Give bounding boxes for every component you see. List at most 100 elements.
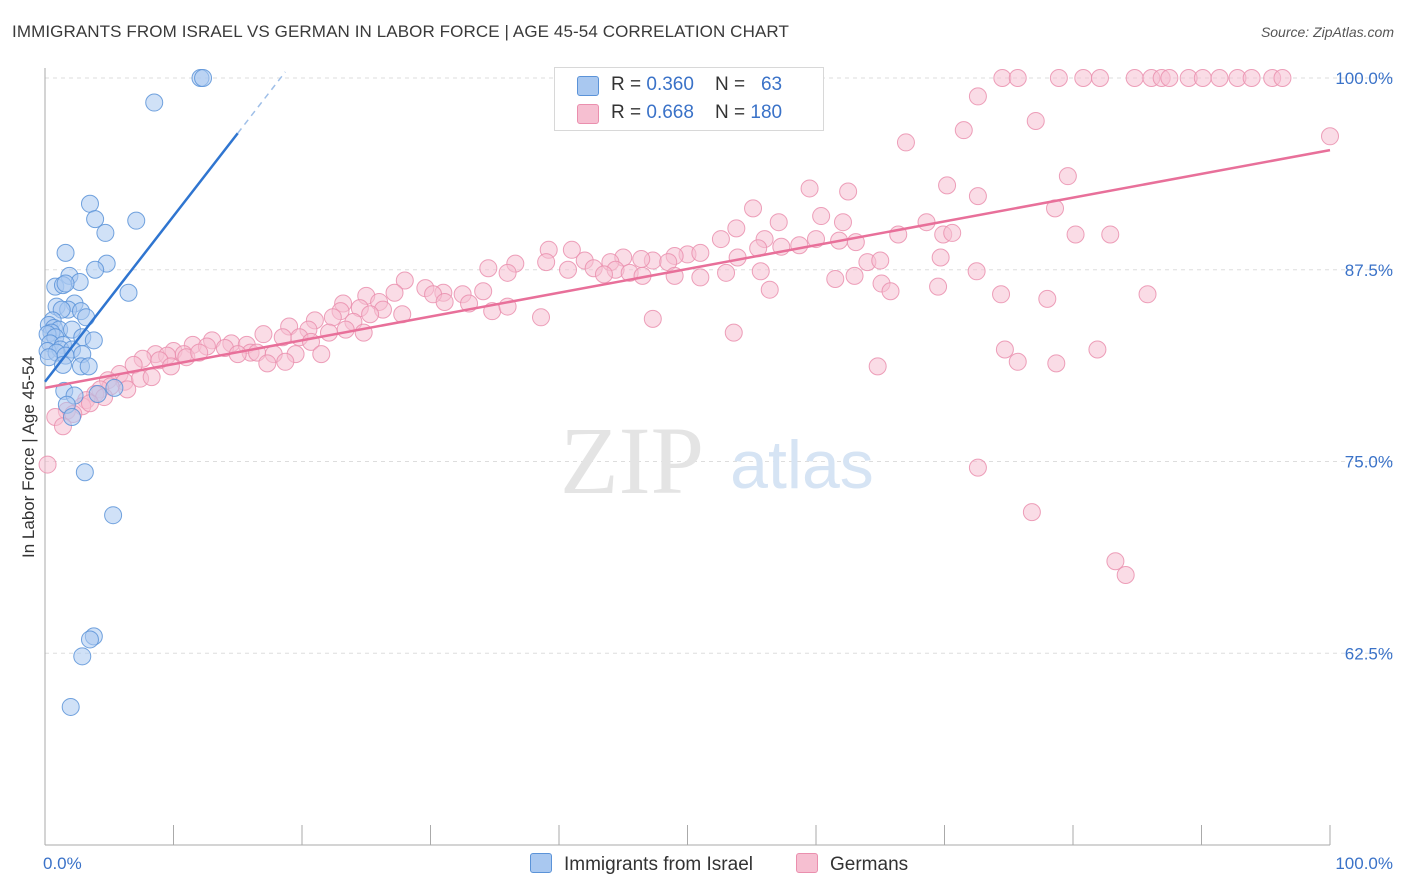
germans-point bbox=[594, 265, 613, 284]
germans-point bbox=[1074, 69, 1093, 87]
x-ticks bbox=[173, 825, 1331, 845]
germans-point bbox=[826, 269, 845, 288]
israel-point bbox=[53, 355, 72, 374]
germans-point bbox=[938, 176, 957, 195]
israel-point bbox=[73, 647, 92, 666]
gridlines bbox=[45, 77, 1395, 654]
germans-point bbox=[38, 455, 57, 474]
germans-point bbox=[385, 283, 404, 302]
germans-point bbox=[1026, 111, 1045, 130]
germans-point bbox=[1008, 352, 1027, 371]
germans-point bbox=[1038, 289, 1057, 308]
germans-point bbox=[323, 308, 342, 327]
legend-r-label: R = bbox=[611, 74, 647, 95]
germans-point bbox=[1066, 225, 1085, 244]
israel-point bbox=[80, 630, 99, 649]
germans-point bbox=[931, 248, 950, 267]
germans-point bbox=[691, 268, 710, 287]
germans-point bbox=[558, 260, 577, 279]
israel-point bbox=[62, 408, 81, 427]
germans-point bbox=[968, 87, 987, 106]
stats-legend: R = 0.360 N = 63 R = 0.668 N = 180 bbox=[554, 67, 824, 131]
israel-point bbox=[119, 283, 138, 302]
bottom-legend-israel: Immigrants from Israel bbox=[530, 853, 753, 876]
bottom-legend-label-israel: Immigrants from Israel bbox=[564, 854, 753, 875]
germans-point bbox=[1160, 69, 1179, 87]
israel-point bbox=[86, 210, 105, 229]
germans-point bbox=[498, 263, 517, 282]
bottom-legend-label-germans: Germans bbox=[830, 854, 909, 875]
watermark: ZIP atlas bbox=[560, 407, 874, 514]
germans-point bbox=[868, 357, 887, 376]
israel-point bbox=[39, 348, 58, 367]
germans-point bbox=[1088, 340, 1107, 359]
y-tick-labels: 62.5% 75.0% 87.5% 100.0% bbox=[1335, 69, 1393, 663]
y-tick-label: 75.0% bbox=[1345, 453, 1393, 472]
germans-point bbox=[1125, 69, 1144, 87]
germans-point bbox=[1022, 503, 1041, 522]
source-label: Source: ZipAtlas.com bbox=[1260, 24, 1394, 40]
israel-point bbox=[61, 697, 80, 716]
germans-point bbox=[744, 199, 763, 218]
x-tick-label: 0.0% bbox=[43, 854, 82, 873]
germans-point bbox=[995, 340, 1014, 359]
legend-r-value-germans: 0.668 bbox=[646, 102, 694, 123]
israel-point bbox=[86, 260, 105, 279]
germans-point bbox=[1106, 552, 1125, 571]
germans-point bbox=[1116, 566, 1135, 585]
germans-point bbox=[800, 179, 819, 198]
germans-point bbox=[871, 251, 890, 270]
israel-point bbox=[194, 69, 213, 87]
germans-point bbox=[1242, 69, 1261, 87]
israel-point bbox=[77, 308, 96, 327]
germans-point bbox=[643, 309, 662, 328]
germans-point bbox=[833, 213, 852, 232]
germans-point bbox=[1058, 167, 1077, 186]
germans-point bbox=[1210, 69, 1229, 87]
germans-point bbox=[474, 282, 493, 301]
germans-point bbox=[1321, 127, 1339, 146]
germans-point bbox=[254, 325, 273, 344]
legend-r-label: R = bbox=[611, 102, 647, 123]
israel-point bbox=[127, 211, 146, 230]
y-tick-label: 62.5% bbox=[1345, 644, 1393, 663]
germans-point bbox=[967, 262, 986, 281]
israel-point bbox=[104, 506, 123, 525]
germans-point bbox=[1193, 69, 1212, 87]
germans-point bbox=[954, 121, 973, 140]
legend-swatch-germans bbox=[577, 104, 599, 124]
germans-point bbox=[717, 263, 736, 282]
germans-point bbox=[258, 354, 277, 373]
germans-point bbox=[562, 240, 581, 259]
germans-point bbox=[336, 320, 355, 339]
germans-point bbox=[881, 282, 900, 301]
watermark-zip: ZIP bbox=[560, 407, 704, 514]
israel-trend-extension bbox=[237, 71, 286, 134]
trend-lines bbox=[44, 71, 1331, 390]
israel-point bbox=[84, 331, 103, 350]
germans-point bbox=[769, 213, 788, 232]
y-tick-label: 87.5% bbox=[1345, 261, 1393, 280]
germans-point bbox=[993, 69, 1012, 87]
x-tick-labels: 0.0% 100.0% bbox=[43, 854, 1393, 873]
israel-point bbox=[88, 385, 107, 404]
y-axis-label: In Labor Force | Age 45-54 bbox=[19, 356, 38, 558]
germans-point bbox=[1008, 69, 1027, 87]
germans-point bbox=[751, 262, 770, 281]
germans-point bbox=[760, 280, 779, 299]
bottom-legend-germans: Germans bbox=[796, 853, 908, 876]
legend-n-value-germans: 180 bbox=[750, 102, 783, 123]
germans-point bbox=[968, 458, 987, 477]
germans-point bbox=[435, 292, 454, 311]
germans-point bbox=[395, 271, 414, 290]
germans-point bbox=[845, 266, 864, 285]
germans-point bbox=[142, 368, 161, 387]
chart-title: IMMIGRANTS FROM ISRAEL VS GERMAN IN LABO… bbox=[12, 22, 789, 41]
germans-point bbox=[790, 236, 809, 255]
watermark-atlas: atlas bbox=[730, 427, 874, 503]
germans-point bbox=[479, 259, 498, 278]
germans-point bbox=[1047, 354, 1066, 373]
germans-point bbox=[727, 219, 746, 238]
germans-point bbox=[896, 133, 915, 152]
legend-r-value-israel: 0.360 bbox=[646, 74, 694, 95]
